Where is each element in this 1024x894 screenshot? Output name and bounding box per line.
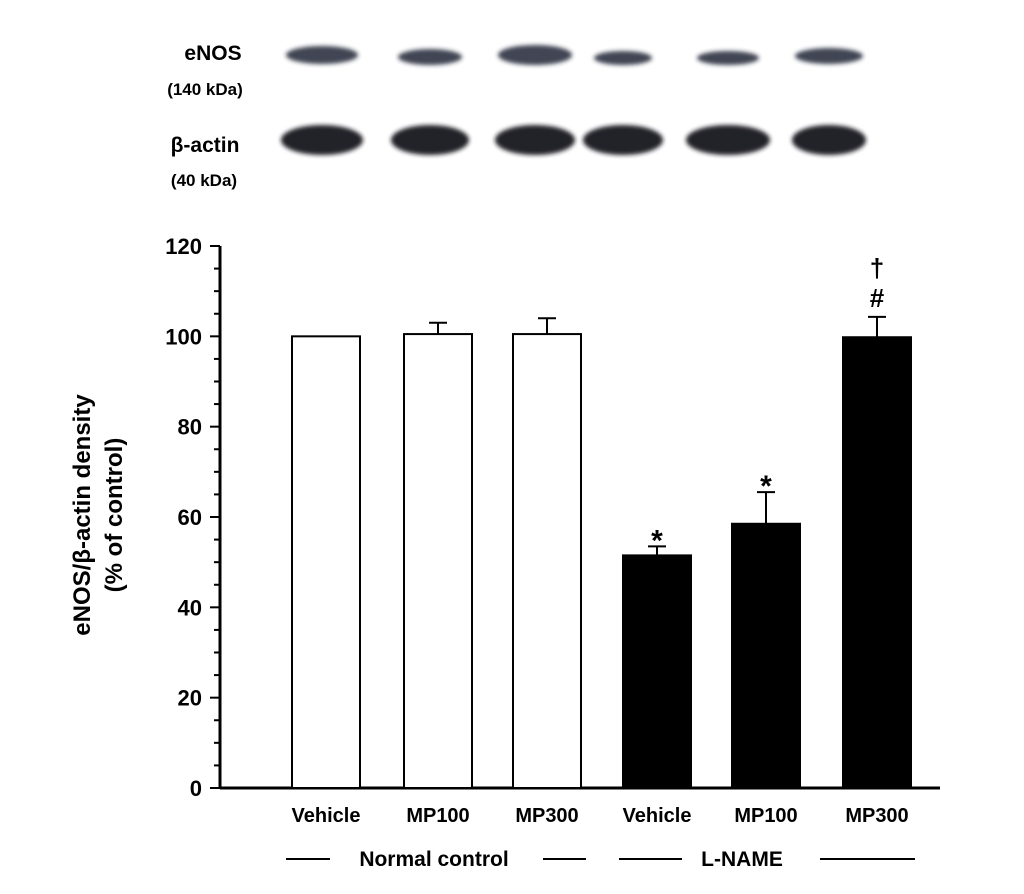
bar <box>403 333 473 789</box>
enos-band <box>594 51 652 65</box>
significance-marker: * <box>760 470 772 503</box>
x-tick-label: MP300 <box>845 805 908 827</box>
bar <box>622 554 692 789</box>
group-label: L-NAME <box>701 848 783 871</box>
x-tick-label: MP100 <box>734 805 797 827</box>
y-tick-label: 20 <box>178 686 202 711</box>
enos-band <box>286 46 358 64</box>
x-tick-label: MP300 <box>515 805 578 827</box>
y-tick-label: 80 <box>178 415 202 440</box>
blot-size-actin: (40 kDa) <box>171 171 237 190</box>
y-tick-label: 60 <box>178 505 202 530</box>
actin-band <box>583 125 663 155</box>
bar <box>512 333 582 789</box>
x-tick-label: Vehicle <box>623 805 692 827</box>
blot-label-actin: β-actin <box>171 134 240 157</box>
bar <box>731 522 801 790</box>
y-axis-label: eNOS/β-actin density <box>69 394 96 636</box>
significance-marker: † <box>870 253 884 283</box>
y-axis-label-unit: (% of control) <box>101 438 128 593</box>
actin-band <box>495 125 575 155</box>
enos-band <box>498 45 572 65</box>
y-tick-label: 100 <box>165 324 202 349</box>
western-blot-panel: eNOS (140 kDa) β-actin (40 kDa) <box>167 42 866 190</box>
enos-band <box>795 48 863 64</box>
group-label: Normal control <box>359 848 508 871</box>
y-tick-label: 120 <box>165 234 202 259</box>
bar-chart: eNOS/β-actin density (% of control) 0 20 4… <box>69 234 940 871</box>
actin-band <box>792 125 866 155</box>
bar <box>842 336 912 789</box>
enos-band <box>398 49 462 65</box>
actin-band <box>281 125 363 155</box>
enos-band <box>697 51 759 65</box>
blot-size-enos: (140 kDa) <box>167 80 243 99</box>
x-tick-label: MP100 <box>406 805 469 827</box>
significance-marker: # <box>870 283 885 313</box>
bar <box>291 335 361 789</box>
y-tick-label: 0 <box>190 776 202 801</box>
x-tick-label: Vehicle <box>292 805 361 827</box>
actin-band <box>686 125 770 155</box>
actin-band <box>391 125 469 155</box>
blot-label-enos: eNOS <box>184 42 241 65</box>
y-tick-label: 40 <box>178 595 202 620</box>
significance-marker: * <box>651 524 663 557</box>
